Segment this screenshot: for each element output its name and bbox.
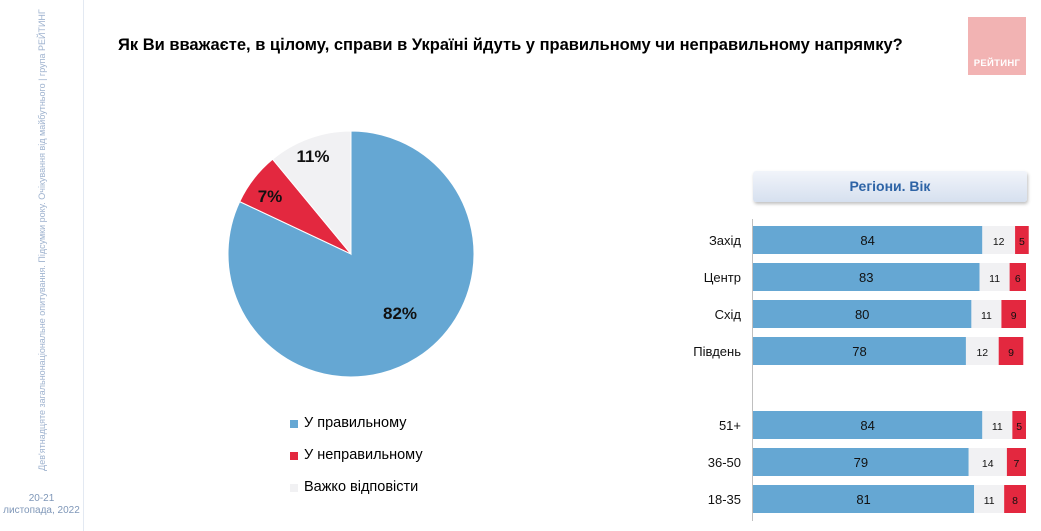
category-label: Схід	[715, 307, 742, 322]
category-label: 51+	[719, 418, 741, 433]
bar-value-label: 11	[984, 495, 995, 507]
bar-segment	[971, 300, 1002, 328]
survey-date-days: 20-21	[28, 493, 55, 504]
bar-value-label: 12	[993, 236, 1005, 248]
bar-segment	[979, 263, 1010, 291]
bar-value-label: 11	[989, 273, 1000, 285]
bar-segment	[1012, 411, 1026, 439]
bar-segment	[974, 485, 1005, 513]
bar-value-label: 79	[854, 455, 868, 470]
bar-segment	[982, 226, 1016, 254]
bar-value-label: 8	[1012, 495, 1018, 507]
bar-segment	[1004, 485, 1026, 513]
bar-segment	[998, 337, 1024, 365]
bar-value-label: 6	[1015, 273, 1021, 285]
bar-value-label: 5	[1016, 421, 1022, 433]
category-label: 18-35	[708, 492, 741, 507]
chart-title: Як Ви вважаєте, в цілому, справи в Украї…	[118, 36, 903, 54]
bar-value-label: 81	[856, 492, 870, 507]
bar-segment	[965, 337, 999, 365]
bar-value-label: 9	[1011, 310, 1017, 322]
bar-value-label: 11	[992, 421, 1003, 433]
bar-value-label: 84	[860, 233, 874, 248]
legend-label-hard-to-say: Важко відповісти	[304, 479, 419, 495]
section-header-regions-age: Регіони. Вік	[753, 171, 1027, 202]
survey-date-month: листопада, 2022	[3, 505, 80, 516]
bar-segment	[968, 448, 1007, 476]
category-label: Південь	[693, 344, 741, 359]
survey-date: 20-21 листопада, 2022	[0, 493, 83, 517]
bar-segment	[753, 448, 969, 476]
bar-segment	[1015, 226, 1029, 254]
bar-segment	[1006, 448, 1026, 476]
legend-label-incorrect: У неправильному	[304, 447, 423, 463]
category-label: Центр	[704, 270, 741, 285]
pie-label-1: 7%	[258, 187, 283, 206]
pie-chart: 82% 7% 11%	[227, 130, 475, 378]
bar-value-label: 12	[976, 347, 988, 359]
category-label: Захід	[709, 233, 741, 248]
sidebar: Дев'ятнадцяте загальнонаціональне опитув…	[0, 0, 84, 531]
bar-value-label: 84	[860, 418, 874, 433]
pie-label-0: 82%	[383, 304, 417, 323]
pie-label-2: 11%	[296, 147, 329, 166]
bar-segment	[753, 263, 980, 291]
bar-segment	[753, 485, 975, 513]
bar-segment	[1001, 300, 1026, 328]
legend-swatch-incorrect	[290, 452, 298, 460]
bar-segment	[982, 411, 1013, 439]
bar-segment	[1009, 263, 1026, 291]
bar-value-label: 80	[855, 307, 869, 322]
bar-value-label: 9	[1008, 347, 1014, 359]
bar-segment	[753, 300, 972, 328]
bar-segment	[753, 226, 983, 254]
bar-value-label: 83	[859, 270, 873, 285]
logo-text: РЕЙТИНГ	[973, 58, 1021, 69]
category-label: 36-50	[708, 455, 741, 470]
rating-logo: РЕЙТИНГ	[968, 17, 1026, 75]
pie-slice-2	[271, 130, 352, 256]
bar-value-label: 14	[982, 458, 994, 470]
bar-segment	[753, 411, 983, 439]
bar-value-label: 5	[1019, 236, 1025, 248]
bar-segment	[753, 337, 966, 365]
legend-swatch-hard-to-say	[290, 484, 298, 492]
bar-value-label: 11	[981, 310, 992, 322]
bar-value-label: 78	[852, 344, 866, 359]
legend-label-correct: У правильному	[304, 415, 407, 431]
bar-value-label: 7	[1014, 458, 1020, 470]
legend-swatch-correct	[290, 420, 298, 428]
